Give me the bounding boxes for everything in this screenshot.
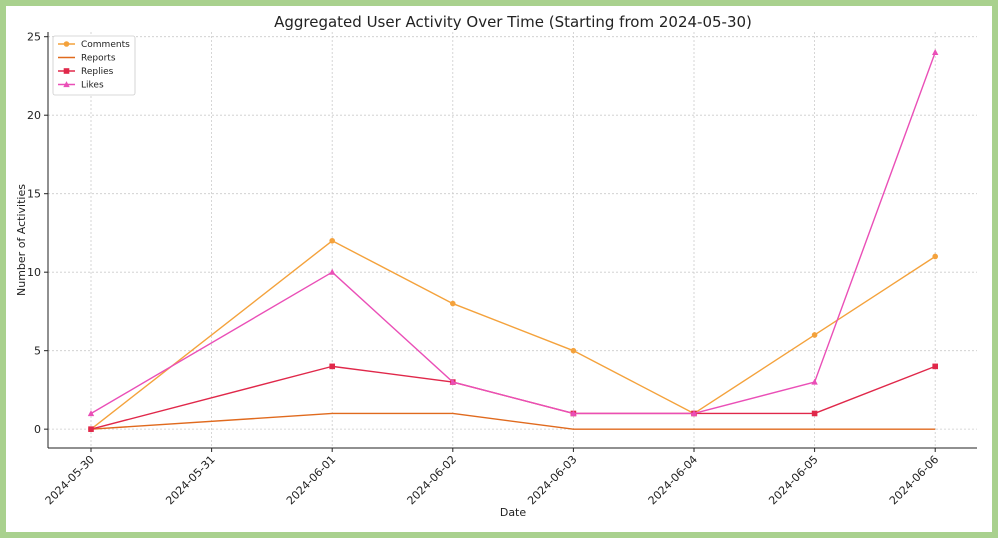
y-tick-label: 20	[27, 109, 41, 122]
legend-item-reports: Reports	[58, 54, 116, 64]
comments-point	[450, 300, 456, 307]
legend-label: Comments	[81, 40, 130, 50]
legend-item-comments: Comments	[58, 40, 130, 50]
series-likes	[87, 49, 939, 417]
chart-title: Aggregated User Activity Over Time (Star…	[274, 13, 752, 31]
y-axis-label: Number of Activities	[15, 184, 28, 296]
legend-box	[52, 35, 136, 96]
replies-point	[811, 410, 818, 417]
likes-point	[690, 410, 698, 417]
tick-labels: 2024-05-30 2024-05-31 2024-06-01 2024-06-02…	[27, 31, 941, 508]
legend-label: Replies	[81, 67, 114, 77]
x-tick-label: 2024-06-01	[284, 453, 338, 507]
legend-swatch-marker	[63, 41, 70, 47]
comments-point	[932, 253, 938, 260]
y-tick-label: 0	[34, 423, 41, 436]
likes-line	[90, 52, 936, 415]
replies-point	[88, 426, 94, 432]
x-axis-label: Date	[500, 506, 527, 519]
y-tick-label: 15	[27, 188, 41, 201]
likes-point	[87, 410, 95, 417]
replies-point	[932, 363, 938, 370]
likes-point	[449, 378, 456, 385]
y-tick-label: 25	[27, 31, 41, 44]
x-tick-label: 2024-06-05	[766, 453, 820, 507]
series-lines	[87, 49, 939, 432]
reports-line	[90, 412, 936, 430]
axes	[44, 32, 977, 452]
x-tick-label: 2024-06-03	[525, 453, 579, 507]
legend-item-replies: Replies	[58, 67, 114, 77]
x-tick-label: 2024-06-02	[405, 453, 459, 507]
x-tick-label: 2024-06-04	[646, 453, 700, 507]
likes-point	[932, 49, 939, 56]
series-comments	[88, 237, 938, 432]
legend: Comments Reports Replies Likes	[52, 35, 136, 96]
x-tick-label: 2024-06-06	[887, 453, 941, 507]
comments-point	[811, 332, 818, 338]
likes-point	[570, 410, 577, 417]
legend-label: Likes	[81, 81, 104, 91]
legend-item-likes: Likes	[58, 81, 104, 91]
x-tick-label: 2024-05-31	[163, 453, 217, 507]
comments-point	[329, 237, 336, 244]
series-reports	[90, 412, 936, 430]
likes-point	[329, 268, 336, 275]
replies-point	[329, 363, 335, 370]
x-tick-label: 2024-05-30	[43, 453, 97, 507]
grid-lines	[48, 32, 977, 448]
likes-point	[811, 378, 818, 385]
legend-swatch-marker	[63, 68, 70, 74]
comments-point	[570, 347, 577, 354]
comments-line	[90, 240, 936, 430]
y-tick-label: 10	[27, 266, 41, 279]
y-tick-label: 5	[34, 345, 41, 358]
legend-swatch-marker	[63, 81, 70, 88]
legend-label: Reports	[81, 54, 116, 64]
